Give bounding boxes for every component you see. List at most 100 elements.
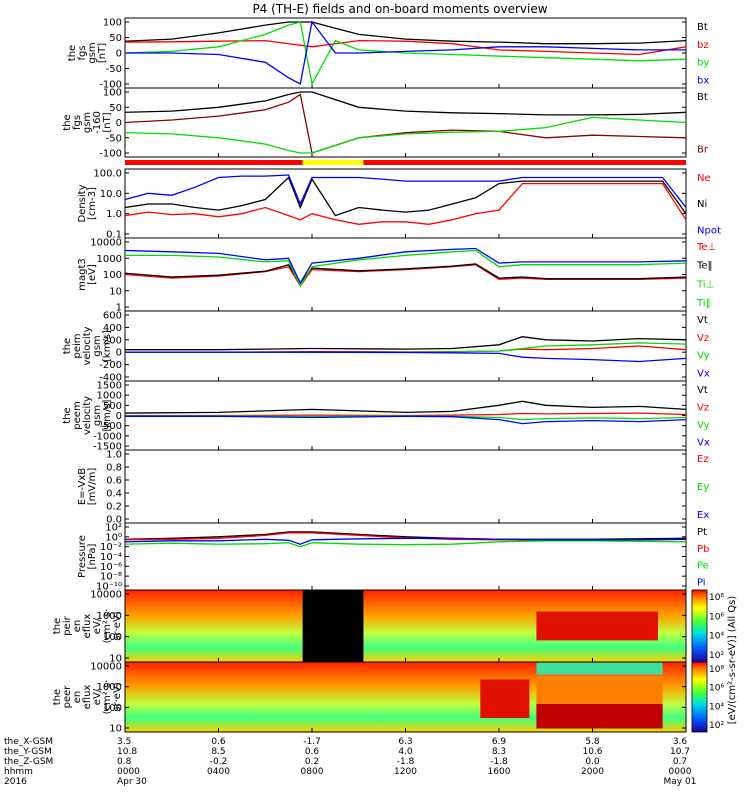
x-axis-value: 1600 <box>488 767 511 777</box>
y-tick-label: 0.1 <box>106 230 122 241</box>
y-tick-label: 1.0 <box>106 209 122 220</box>
x-axis-value: 3.6 <box>673 737 688 747</box>
panel-fgs-gsm: 100 50 0 -50 -100 the fgs gsm [nT] Bt bz by bx <box>67 17 709 91</box>
colorbar-tick-label: 10⁸ <box>709 593 724 603</box>
legend-entry: Ti‖ <box>696 298 711 309</box>
panel-density: 100.0 10.0 1.0 0.1 Density [cm-3] Ne Ni Npot <box>77 168 721 241</box>
y-tick-label: 0.4 <box>106 489 122 500</box>
y-tick-label: 1000 <box>97 391 122 402</box>
y-tick-label: 100 <box>103 270 122 281</box>
legend-entry: Te⊥ <box>696 242 716 253</box>
x-axis-value: 8.3 <box>492 747 506 757</box>
panel-fgs-gsm-rotated: 100 50 0 -50 -100 the fgs gsm -160 [nT] Bt Br <box>62 87 709 160</box>
x-axis-value: 0.7 <box>673 757 687 767</box>
y-axis-label: the <box>62 114 73 130</box>
panel-e-field: 1.0 0.8 0.6 0.4 0.2 0.0 E=-VxB [mV/m] Ez Ey Ex <box>77 449 709 526</box>
y-axis-label: the <box>62 338 73 354</box>
x-axis-value: 6.3 <box>398 737 412 747</box>
x-axis-row-label: the_Z-GSM <box>4 757 53 767</box>
y-tick-label: 10⁻⁸ <box>100 572 122 583</box>
x-axis-value: 10.8 <box>117 747 137 757</box>
y-tick-label: 1000 <box>97 254 122 265</box>
y-axis-label: eV/ <box>92 617 103 634</box>
series-line-by <box>124 21 687 86</box>
colorbar-tick-label: 10² <box>709 721 724 731</box>
y-tick-label: 100 <box>103 88 122 99</box>
y-tick-label: 10⁻⁶ <box>100 562 122 573</box>
y-axis-label: eflux <box>82 614 93 639</box>
y-axis-label: magt3 <box>77 258 88 291</box>
panel-moments-temperature: 10000 1000 100 10 1 magt3 [eV] Te⊥ Te‖ Ti⊥ Ti‖ <box>77 237 716 314</box>
y-axis-label: sr·eV) <box>112 611 123 640</box>
y-tick-label: 10000 <box>90 238 122 249</box>
y-tick-label: 10⁻¹⁰ <box>96 582 122 593</box>
legend-entry: Pe <box>697 561 709 572</box>
series-line-Ni <box>124 176 687 217</box>
y-axis-label: gsm <box>92 405 103 426</box>
colorbar-tick-label: 10⁶ <box>709 684 724 694</box>
y-axis-label: [mV/m] <box>87 468 98 506</box>
x-axis-table: the_X-GSMthe_Y-GSMthe_Z-GSMhhmm20163.510… <box>4 737 696 787</box>
series-line-green <box>124 116 687 154</box>
y-axis-label: [cm-3] <box>87 187 98 220</box>
colorbar-tick-label: 10⁶ <box>709 612 724 622</box>
y-axis-label: en <box>72 691 83 704</box>
y-tick-label: -400 <box>99 373 122 384</box>
y-tick-label: 0.6 <box>106 476 122 487</box>
y-axis-label: fgs <box>72 115 83 130</box>
y-axis-label: -160 <box>92 111 103 134</box>
legend-entry: Ey <box>697 482 709 493</box>
legend-entry: Bt <box>697 92 708 103</box>
series-line-Vx <box>125 415 687 425</box>
colorbar-tick-label: 10⁸ <box>709 665 724 675</box>
x-axis-value: 0.6 <box>211 737 226 747</box>
panel-frame <box>124 87 687 158</box>
y-tick-label: -1500 <box>93 442 122 453</box>
x-axis-value: 6.9 <box>492 737 507 747</box>
y-tick-label: 10000 <box>90 590 122 601</box>
series-line-bz <box>124 39 687 56</box>
y-tick-label: 10 <box>109 724 122 735</box>
y-axis-label: the <box>62 407 73 423</box>
y-tick-label: 500 <box>103 401 122 412</box>
y-axis-label: the <box>52 689 63 705</box>
y-tick-label: 100 <box>103 632 122 643</box>
y-tick-label: 10⁻² <box>100 542 122 553</box>
y-tick-label: 1500 <box>97 381 122 392</box>
y-axis-label: velocity <box>82 396 93 435</box>
colorbar <box>691 589 708 663</box>
series-line-Ne <box>124 182 687 225</box>
legend-entry: Ni <box>697 199 707 210</box>
y-tick-label: 10000 <box>90 662 122 673</box>
series-line-Vt <box>125 336 687 351</box>
mode-bar-fast <box>302 160 364 165</box>
figure-title: P4 (TH-E) fields and on-board moments ov… <box>252 2 547 16</box>
y-axis-label: [nPa] <box>87 543 98 569</box>
heatmap-gap <box>302 590 364 662</box>
heatmap-hotband <box>536 611 658 641</box>
y-axis-label: Density <box>77 184 88 222</box>
y-axis-label: [km/s] <box>102 330 113 362</box>
panel-frame <box>124 522 687 591</box>
y-axis-label: gsm <box>92 335 103 356</box>
y-tick-label: 0 <box>116 348 122 359</box>
y-tick-label: 100 <box>103 703 122 714</box>
x-axis-row-label: hhmm <box>4 767 33 777</box>
x-axis-value: 2000 <box>581 767 604 777</box>
y-tick-label: 0.8 <box>106 463 122 474</box>
panel-peer-eflux: 10⁸ 10⁶ 10⁴ 10² 10000 1000 100 10 the peer en eflux… <box>52 661 724 735</box>
y-axis-label: Pressure <box>77 535 88 578</box>
colorbar-label: [eV/(cm²-s-sr-eV)] (All Qs) <box>727 596 738 725</box>
y-tick-label: 1 <box>116 303 122 314</box>
y-axis-label: gsm <box>87 42 98 63</box>
legend-entry: Pb <box>697 544 709 555</box>
x-axis-value: 5.8 <box>585 737 600 747</box>
y-tick-label: 0 <box>116 118 122 129</box>
x-axis-value: 0.2 <box>305 757 319 767</box>
y-axis-label: the <box>52 618 63 634</box>
